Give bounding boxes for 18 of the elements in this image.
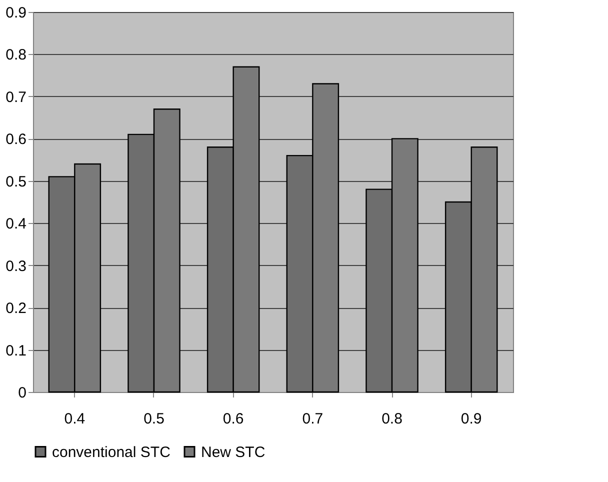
x-tick-label: 0.4 <box>64 410 86 428</box>
legend-label: New STC <box>201 444 266 461</box>
legend-label: conventional STC <box>52 444 171 461</box>
y-tick-label: 0.2 <box>6 300 26 318</box>
y-tick-label: 0.8 <box>6 46 26 64</box>
y-tick-label: 0.3 <box>6 258 26 275</box>
y-tick-label: 0.5 <box>6 173 26 190</box>
y-tick-label: 0 <box>18 384 26 402</box>
y-tick-label: 0.4 <box>6 216 26 233</box>
y-tick-label: 0.9 <box>6 4 26 22</box>
x-tick-label: 0.8 <box>382 410 402 428</box>
y-tick-label: 0.7 <box>6 88 26 106</box>
x-tick-label: 0.5 <box>144 410 164 428</box>
x-tick-label: 0.9 <box>460 410 482 428</box>
x-tick-label: 0.7 <box>302 410 324 428</box>
y-tick-label: 0.6 <box>6 131 26 148</box>
x-tick-label: 0.6 <box>222 410 244 428</box>
y-tick-label: 0.1 <box>6 342 26 360</box>
